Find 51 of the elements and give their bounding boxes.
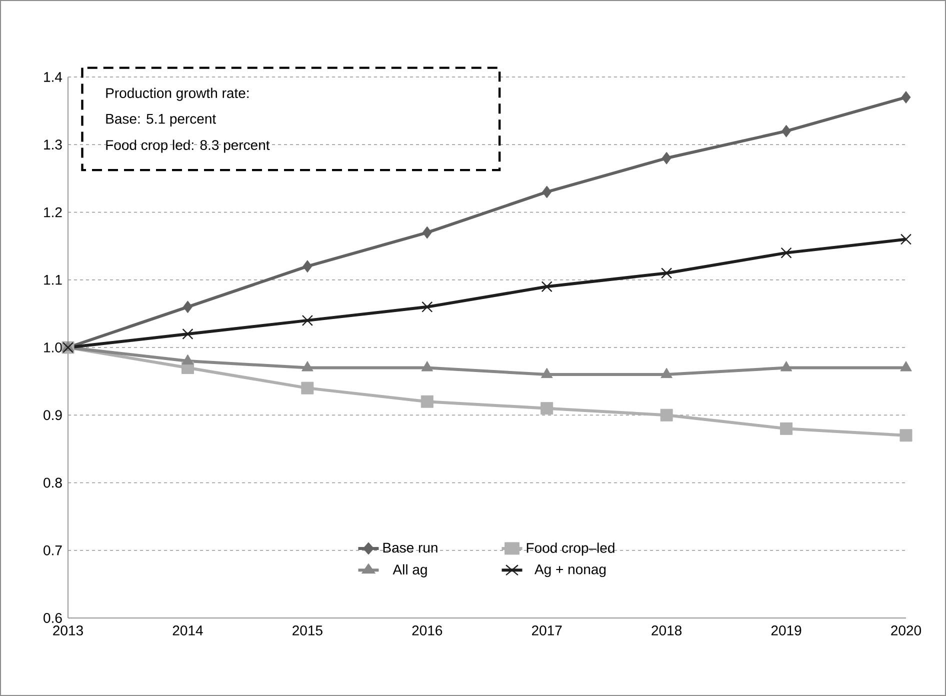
- point: [182, 354, 194, 365]
- point: [422, 301, 433, 312]
- point: [420, 395, 434, 408]
- point: [660, 408, 673, 422]
- point: [780, 361, 792, 372]
- point: [302, 361, 314, 372]
- point: [661, 268, 672, 279]
- y-tick-label: 1.2: [44, 207, 62, 218]
- y-tick-label: 0.7: [44, 545, 62, 556]
- annotation: Base: 5.1 percent: [106, 114, 216, 127]
- legend-label: Food crop–led: [526, 542, 614, 556]
- x-tick-label: 2013: [53, 626, 83, 636]
- point: [541, 281, 552, 292]
- point: [301, 382, 314, 394]
- point: [782, 124, 792, 138]
- x-tick-label: 2020: [891, 626, 922, 636]
- annotation: Production growth rate:: [106, 88, 249, 101]
- x-tick-label: 2017: [532, 626, 562, 636]
- y-tick-label: 0.9: [44, 410, 62, 420]
- y-tick-label: 1.0: [44, 342, 62, 352]
- point: [182, 300, 192, 314]
- x-tick-label: 2014: [172, 626, 203, 636]
- x-tick-label: 2018: [652, 626, 682, 636]
- legend-label: Base run: [383, 542, 438, 553]
- point: [540, 402, 554, 415]
- point: [302, 314, 313, 326]
- point: [900, 361, 912, 372]
- point: [901, 91, 911, 104]
- point: [780, 247, 792, 258]
- point: [900, 429, 912, 442]
- y-tick-label: 1.4: [44, 72, 62, 82]
- y-tick-label: 1.3: [44, 140, 62, 150]
- y-tick-label: 0.6: [44, 613, 62, 623]
- y-tick-label: 0.8: [44, 478, 62, 488]
- point: [302, 260, 312, 273]
- point: [662, 152, 672, 164]
- x-tick-label: 2015: [292, 626, 322, 636]
- point: [660, 368, 672, 378]
- point: [540, 368, 553, 378]
- legend-label: Ag + nonag: [534, 564, 606, 578]
- legend-label: All ag: [392, 564, 427, 578]
- y-tick-label: 1.1: [44, 275, 62, 285]
- x-tick-label: 2016: [412, 626, 442, 636]
- point: [900, 234, 912, 245]
- point: [780, 422, 793, 435]
- x-tick-label: 2019: [771, 626, 802, 636]
- point: [182, 328, 194, 340]
- annotation: Food crop led: 8.3 percent: [106, 140, 270, 153]
- point: [542, 186, 552, 198]
- point: [421, 361, 434, 372]
- point: [422, 226, 432, 239]
